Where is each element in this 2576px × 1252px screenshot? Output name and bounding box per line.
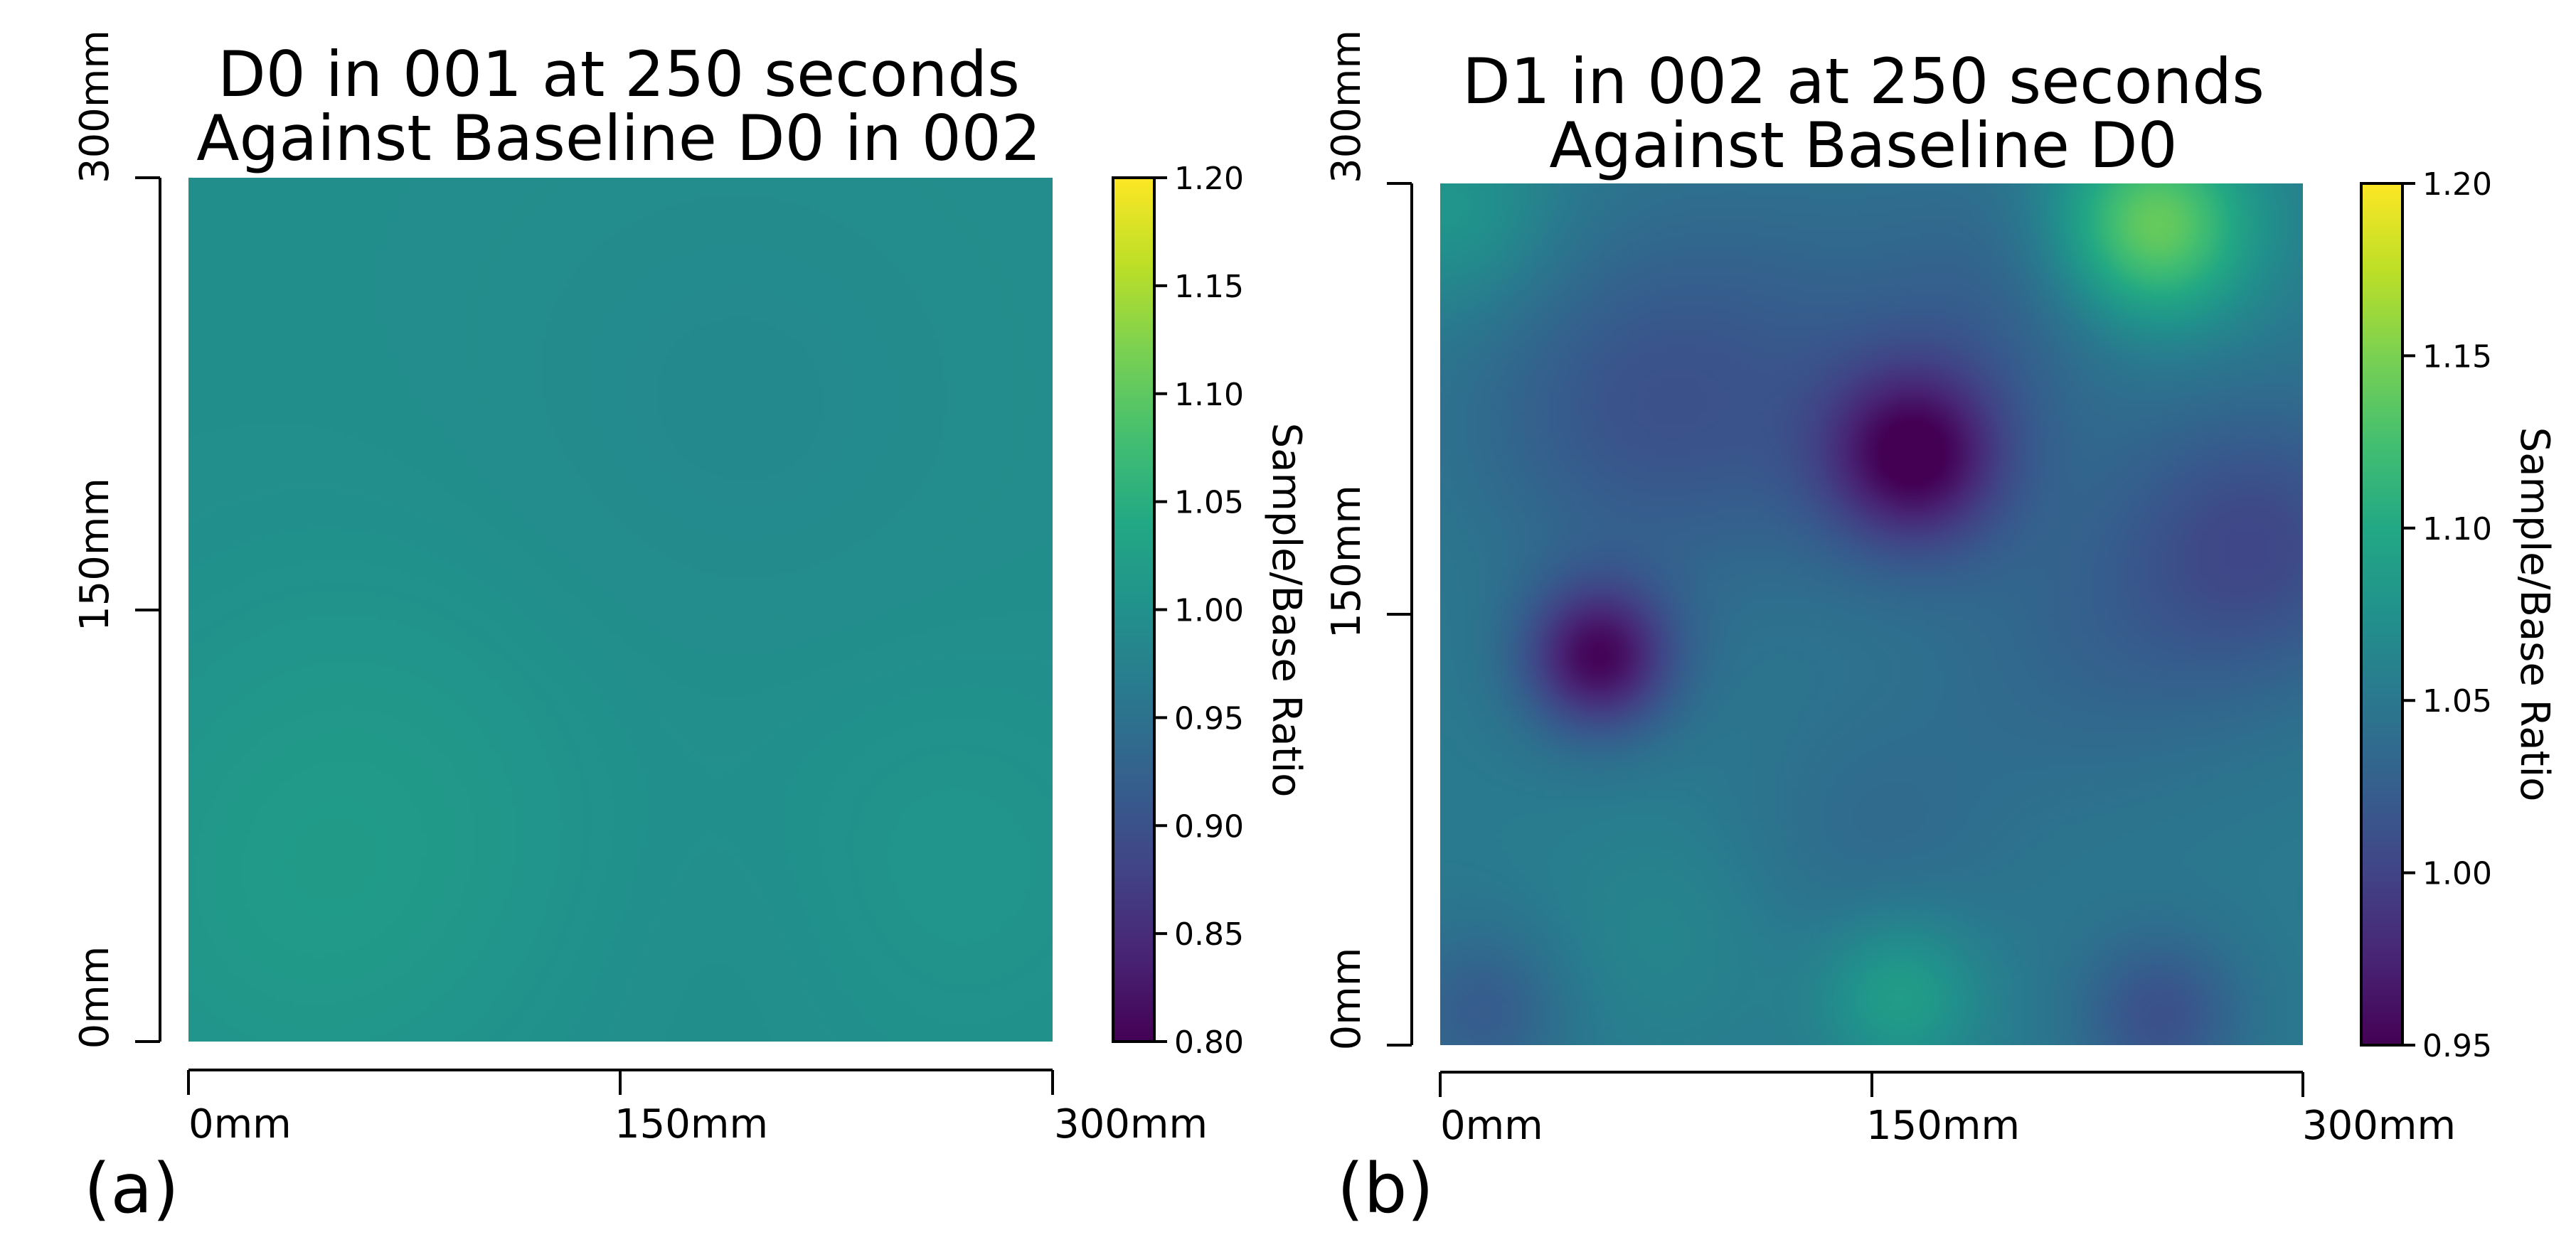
colorbar-tick-label: 0.85 [1174, 916, 1244, 953]
colorbar-tick-label: 0.95 [2422, 1028, 2492, 1064]
panel-b: D1 in 002 at 250 seconds Against Baselin… [1324, 30, 2558, 1229]
x-tick-label: 300mm [1054, 1101, 1208, 1147]
heatmap [188, 178, 1053, 1042]
colorbar-tick-label: 1.10 [2422, 511, 2492, 547]
colorbar-tick-label: 1.20 [2422, 166, 2492, 203]
y-tick-label: 300mm [72, 30, 118, 183]
colorbar-gradient [1112, 176, 1156, 1043]
x-tick-label: 150mm [614, 1101, 768, 1147]
panel-a: D0 in 001 at 250 seconds Against Baselin… [72, 30, 1309, 1229]
colorbar: 0.80 0.85 0.90 0.95 1.00 1.05 1.10 1.15 1.20 Sam… [1112, 161, 1309, 1061]
x-tick-label: 0mm [1440, 1103, 1543, 1149]
colorbar-gradient [2360, 182, 2404, 1047]
heatmap [1440, 183, 2303, 1045]
colorbar-tick-label: 1.00 [1174, 593, 1244, 629]
x-axis: 0mm 150mm 300mm [1439, 1071, 2456, 1149]
y-tick-label: 150mm [72, 478, 118, 631]
colorbar-ticks: 0.80 0.85 0.90 0.95 1.00 1.05 1.10 1.15 1.20 [1154, 161, 1244, 1061]
x-tick-label: 0mm [188, 1101, 292, 1147]
chart-title-line2: Against Baseline D0 in 002 [196, 102, 1040, 175]
colorbar-tick-label: 0.95 [1174, 700, 1244, 737]
colorbar-tick-label: 1.20 [1174, 161, 1244, 197]
y-tick-label: 150mm [1324, 485, 1370, 638]
y-axis: 0mm 150mm 300mm [1324, 30, 1413, 1051]
y-tick-label: 0mm [1324, 948, 1370, 1051]
colorbar-tick-label: 1.05 [2422, 683, 2492, 719]
x-tick-label: 300mm [2302, 1103, 2456, 1149]
colorbar-tick-label: 1.15 [1174, 269, 1244, 305]
colorbar-tick-label: 1.00 [2422, 856, 2492, 892]
y-tick-label: 0mm [72, 946, 118, 1049]
chart-title-line2: Against Baseline D0 [1549, 109, 2177, 182]
panel-label: (b) [1337, 1149, 1434, 1229]
x-tick-label: 150mm [1866, 1103, 2020, 1149]
chart-title-line1: D0 in 001 at 250 seconds [218, 38, 1020, 111]
colorbar-tick-label: 0.80 [1174, 1024, 1244, 1061]
colorbar-tick-label: 0.90 [1174, 808, 1244, 845]
x-axis: 0mm 150mm 300mm [187, 1069, 1208, 1147]
colorbar-tick-label: 1.15 [2422, 338, 2492, 375]
chart-title-line1: D1 in 002 at 250 seconds [1462, 45, 2264, 118]
panel-label: (a) [84, 1149, 179, 1229]
colorbar-tick-label: 1.05 [1174, 485, 1244, 521]
colorbar: 0.95 1.00 1.05 1.10 1.15 1.20 Sample/Base Rat… [2360, 166, 2558, 1064]
colorbar-label: Sample/Base Ratio [1263, 423, 1309, 798]
y-axis: 0mm 150mm 300mm [72, 30, 161, 1049]
colorbar-label: Sample/Base Ratio [2511, 427, 2558, 802]
colorbar-ticks: 0.95 1.00 1.05 1.10 1.15 1.20 [2402, 166, 2492, 1064]
y-tick-label: 300mm [1324, 30, 1370, 183]
colorbar-tick-label: 1.10 [1174, 377, 1244, 413]
